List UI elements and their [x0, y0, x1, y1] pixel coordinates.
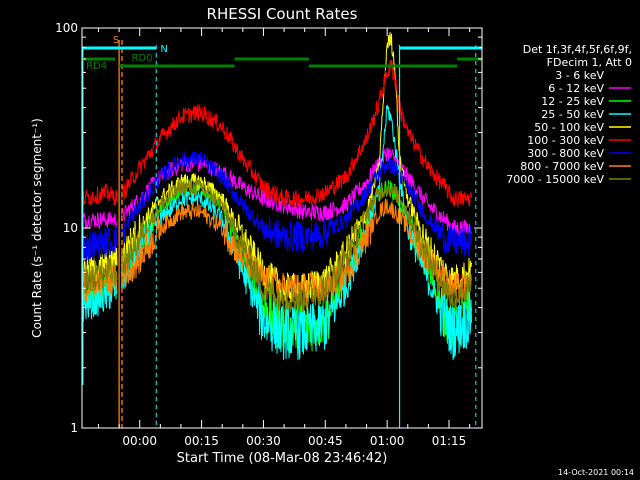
x-tick-label: 00:15 [184, 434, 219, 448]
y-tick-label: 1 [70, 421, 78, 435]
legend-label-9: 7000 - 15000 keV [506, 173, 604, 186]
night-label: N [160, 44, 167, 55]
footer-date: 14-Oct-2021 00:14 [558, 468, 634, 477]
legend-header-line: FDecim 1, Att 0 [547, 56, 632, 69]
saa-label: S [113, 35, 119, 46]
y-tick-label: 10 [63, 221, 78, 235]
chart-title: RHESSI Count Rates [207, 5, 358, 23]
x-tick-label: 01:15 [432, 434, 467, 448]
legend-label-1: 3 - 6 keV [555, 69, 604, 82]
x-tick-label: 00:30 [246, 434, 281, 448]
legend-label-6: 100 - 300 keV [527, 134, 604, 147]
legend-label-2: 6 - 12 keV [548, 82, 604, 95]
series-line-6 [82, 59, 472, 209]
rd4-label: RD4 [86, 61, 107, 72]
x-tick-label: 01:00 [370, 434, 405, 448]
series-line-7 [82, 151, 472, 262]
legend-label-7: 300 - 800 keV [527, 147, 604, 160]
legend-header-line: Det 1f,3f,4f,5f,6f,9f, [523, 43, 632, 56]
series-line-4 [82, 105, 472, 361]
legend-label-5: 50 - 100 keV [534, 121, 604, 134]
series-line-9 [82, 177, 472, 313]
legend-label-8: 800 - 7000 keV [520, 160, 604, 173]
x-axis-label: Start Time (08-Mar-08 23:46:42) [177, 451, 388, 466]
x-tick-label: 00:00 [122, 434, 157, 448]
rd0-label: RD0 [131, 53, 152, 64]
legend-label-3: 12 - 25 keV [541, 95, 604, 108]
x-tick-label: 00:45 [308, 434, 343, 448]
y-axis-label: Count Rate (s⁻¹ detector segment⁻¹) [30, 118, 44, 338]
legend-label-4: 25 - 50 keV [541, 108, 604, 121]
y-tick-label: 100 [55, 21, 78, 35]
